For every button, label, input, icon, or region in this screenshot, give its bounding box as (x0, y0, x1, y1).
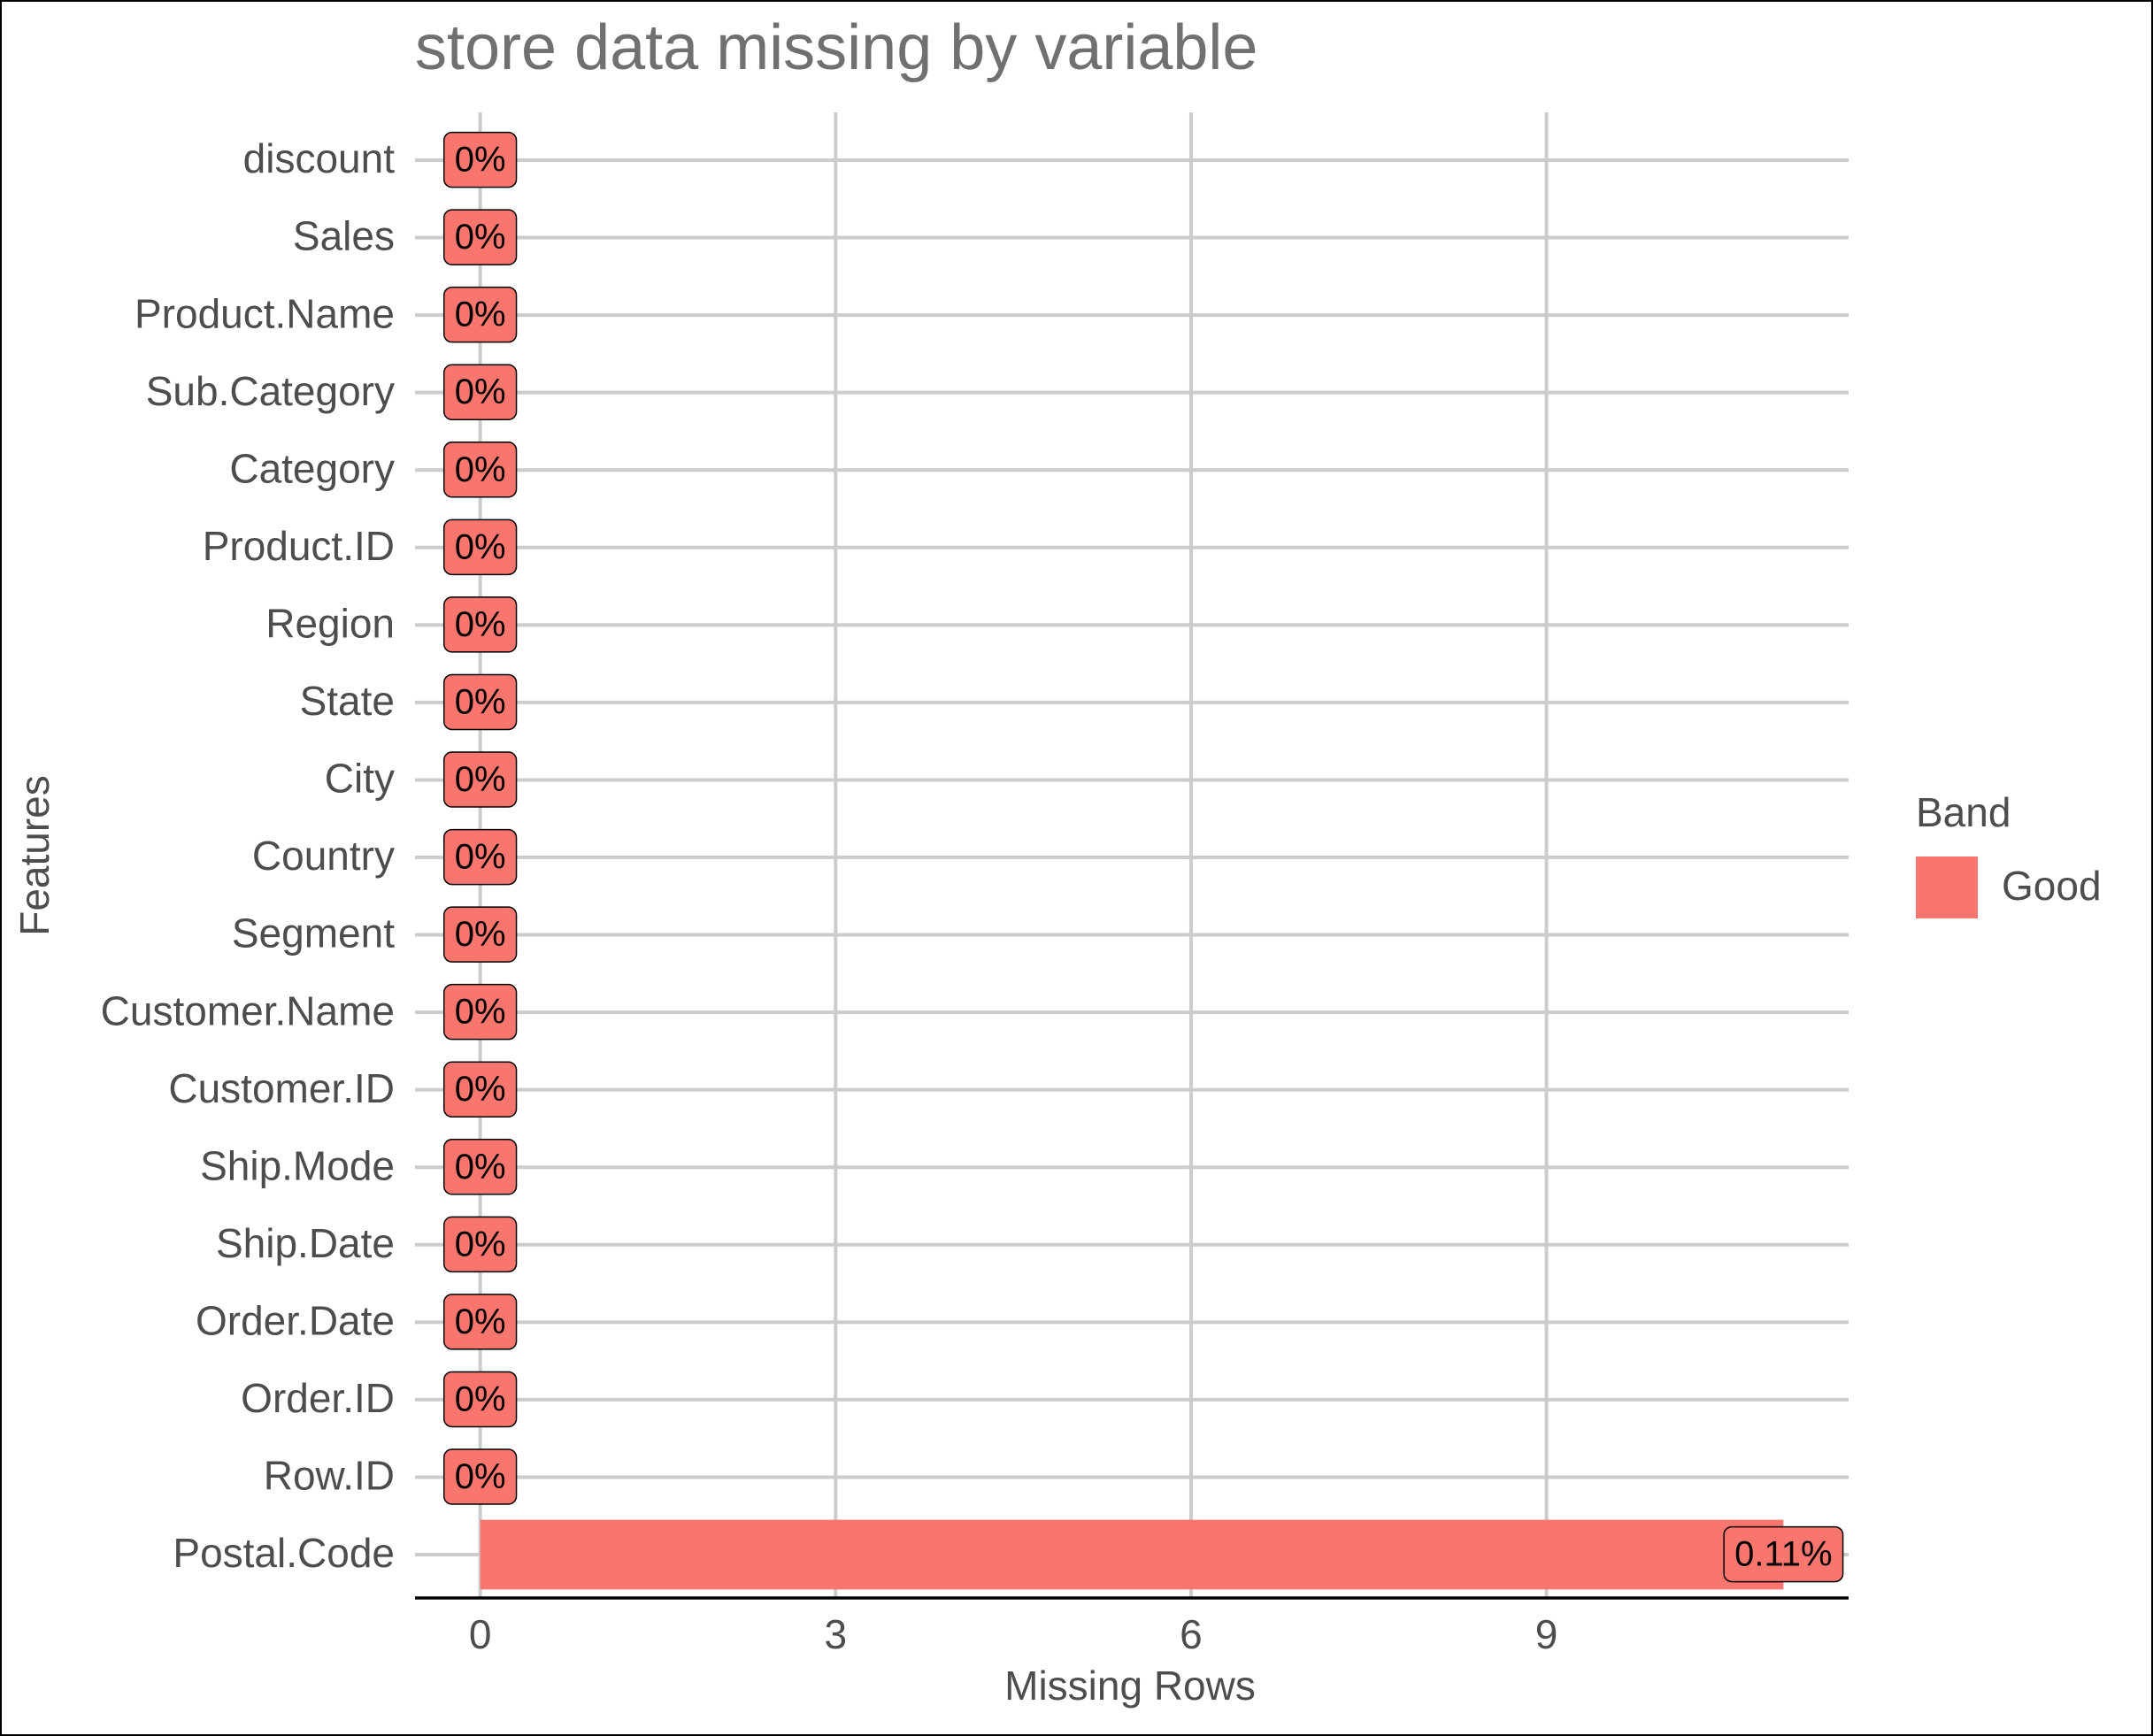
y-tick-label: Region (265, 600, 395, 646)
value-label: 0% (455, 373, 506, 411)
value-label: 0% (455, 838, 506, 877)
y-tick-label: discount (243, 135, 396, 181)
y-tick-label: Country (252, 833, 395, 879)
chart-title: store data missing by variable (415, 12, 1257, 83)
y-tick-label: Row.ID (264, 1453, 395, 1499)
y-tick-label: Category (229, 445, 395, 491)
value-label-box (442, 1371, 518, 1428)
value-label-box (442, 1294, 518, 1350)
value-label-box (442, 286, 518, 343)
value-label: 0% (455, 1457, 506, 1496)
value-label: 0% (455, 1070, 506, 1109)
y-tick-label: Customer.ID (168, 1065, 395, 1111)
y-tick-label: Segment (232, 910, 395, 956)
y-tick-label: Customer.Name (101, 987, 395, 1033)
x-tick-label: 0 (469, 1611, 492, 1657)
value-label: 0% (455, 915, 506, 954)
value-label: 0.11% (1734, 1535, 1832, 1574)
y-tick-label: Product.Name (135, 290, 395, 336)
legend-label: Good (2002, 863, 2102, 909)
y-tick-label: Ship.Mode (200, 1142, 395, 1188)
x-tick-label: 6 (1180, 1611, 1203, 1657)
value-label: 0% (455, 141, 506, 180)
y-axis-title: Features (12, 775, 58, 936)
legend-swatch (1916, 856, 1978, 918)
y-tick-label: Postal.Code (173, 1530, 395, 1576)
value-label: 0% (455, 1225, 506, 1264)
y-tick-label: Product.ID (203, 523, 395, 569)
value-label-box (442, 906, 518, 963)
y-tick-label: Ship.Date (216, 1220, 395, 1266)
y-tick-label: Order.Date (196, 1297, 395, 1343)
value-label-box (442, 364, 518, 420)
y-tick-label: Sales (293, 213, 395, 259)
value-label-box (442, 209, 518, 265)
value-label-box (442, 131, 518, 188)
bar (480, 1519, 1784, 1590)
value-label-box (442, 1139, 518, 1195)
value-label: 0% (455, 993, 506, 1032)
value-label-box (442, 1216, 518, 1273)
y-tick-label: Order.ID (241, 1375, 395, 1421)
value-label: 0% (455, 296, 506, 334)
y-tick-label: State (300, 678, 395, 724)
y-tick-label: Sub.Category (146, 368, 395, 414)
value-label: 0% (455, 450, 506, 489)
value-label-box (442, 1448, 518, 1505)
y-tick-label: City (325, 756, 395, 802)
x-axis-title: Missing Rows (1004, 1663, 1256, 1709)
value-label-box (1723, 1525, 1844, 1583)
value-label-box (442, 983, 518, 1041)
value-label: 0% (455, 1148, 506, 1187)
x-tick-label: 9 (1535, 1611, 1558, 1657)
value-label-box (442, 518, 518, 576)
x-tick-label: 3 (824, 1611, 847, 1657)
value-label: 0% (455, 682, 506, 721)
value-label-box (442, 1061, 518, 1118)
value-label-box (442, 442, 518, 498)
value-label-box (442, 751, 518, 808)
value-label: 0% (455, 218, 506, 257)
value-label: 0% (455, 760, 506, 799)
value-label-box (442, 828, 518, 886)
value-label: 0% (455, 605, 506, 644)
legend-title: Band (1916, 789, 2011, 835)
value-label-box (442, 596, 518, 653)
value-label-box (442, 673, 518, 731)
value-label: 0% (455, 1302, 506, 1341)
value-label: 0% (455, 527, 506, 566)
value-label: 0% (455, 1379, 506, 1418)
